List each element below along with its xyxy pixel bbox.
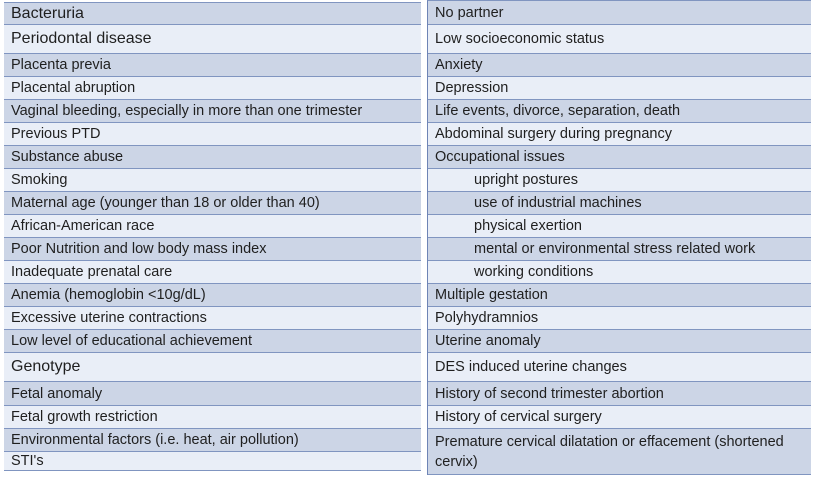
risk-factor-label: DES induced uterine changes <box>435 359 627 375</box>
table-row: Multiple gestation <box>428 284 811 307</box>
risk-factor-label: Anemia (hemoglobin <10g/dL) <box>11 287 206 303</box>
risk-factor-label: Multiple gestation <box>435 287 548 303</box>
table-row: Uterine anomaly <box>428 330 811 353</box>
table-row: Vaginal bleeding, especially in more tha… <box>4 100 421 123</box>
table-row: Low socioeconomic status <box>428 25 811 54</box>
risk-factor-label: Premature cervical dilatation or effacem… <box>435 433 784 470</box>
table-row: Abdominal surgery during pregnancy <box>428 123 811 146</box>
risk-factor-label: Genotype <box>11 358 81 375</box>
risk-factor-label: No partner <box>435 4 504 21</box>
table-row: Polyhydramnios <box>428 307 811 330</box>
risk-factor-label: Fetal growth restriction <box>11 409 158 425</box>
table-row: Inadequate prenatal care <box>4 261 421 284</box>
table-row: Poor Nutrition and low body mass index <box>4 238 421 261</box>
risk-factor-label: STI's <box>11 453 44 469</box>
risk-factor-label: Life events, divorce, separation, death <box>435 103 681 119</box>
risk-factor-label: Depression <box>435 80 509 96</box>
table-row: Depression <box>428 77 811 100</box>
risk-factor-label: Bacteruria <box>11 4 84 22</box>
table-row: Fetal anomaly <box>4 382 421 406</box>
risk-factor-label: Occupational issues <box>435 149 565 165</box>
table-row: Previous PTD <box>4 123 421 146</box>
table-row: Environmental factors (i.e. heat, air po… <box>4 429 421 452</box>
risk-factor-label: Maternal age (younger than 18 or older t… <box>11 195 320 211</box>
table-row: Excessive uterine contractions <box>4 307 421 330</box>
risk-factor-label: Smoking <box>11 172 68 188</box>
table-row: Placental abruption <box>4 77 421 100</box>
risk-factor-label: Placental abruption <box>11 80 136 96</box>
table-row: History of cervical surgery <box>428 406 811 429</box>
table-row-sub-item: upright postures <box>428 169 811 192</box>
risk-factor-label: Low socioeconomic status <box>435 31 605 47</box>
table-row: Anxiety <box>428 54 811 77</box>
table-row: Smoking <box>4 169 421 192</box>
table-row: Maternal age (younger than 18 or older t… <box>4 192 421 215</box>
risk-factor-label: upright postures <box>474 172 578 188</box>
risk-factor-label: Fetal anomaly <box>11 385 103 402</box>
risk-factor-label: Environmental factors (i.e. heat, air po… <box>11 432 299 448</box>
table-row: Low level of educational achievement <box>4 330 421 353</box>
risk-factor-label: Abdominal surgery during pregnancy <box>435 126 672 142</box>
risk-factor-label: Inadequate prenatal care <box>11 264 173 280</box>
table-row: No partner <box>428 1 811 25</box>
risk-factor-label: Periodontal disease <box>11 30 152 47</box>
table-row-sub-item: working conditions <box>428 261 811 284</box>
table-row: STI's <box>4 452 421 471</box>
risk-factor-label: Polyhydramnios <box>435 310 539 326</box>
table-row: Placenta previa <box>4 54 421 77</box>
risk-factor-label: Excessive uterine contractions <box>11 310 207 326</box>
table-row-sub-item: physical exertion <box>428 215 811 238</box>
risk-factor-label: physical exertion <box>474 218 582 234</box>
table-row: Occupational issues <box>428 146 811 169</box>
risk-factor-label: Placenta previa <box>11 57 111 73</box>
risk-factor-label: Low level of educational achievement <box>11 333 253 349</box>
risk-factor-label: Vaginal bleeding, especially in more tha… <box>11 103 363 119</box>
risk-factor-label: History of second trimester abortion <box>435 385 664 402</box>
risk-factor-label: Anxiety <box>435 57 483 73</box>
risk-factor-label: African-American race <box>11 218 155 234</box>
risk-factor-tables: Bacteruria Periodontal disease Placenta … <box>4 0 811 475</box>
table-row: African-American race <box>4 215 421 238</box>
risk-factor-label: use of industrial machines <box>474 195 642 211</box>
risk-factor-label: History of cervical surgery <box>435 409 602 425</box>
table-row: Bacteruria <box>4 3 421 25</box>
table-row: Substance abuse <box>4 146 421 169</box>
risk-factor-label: mental or environmental stress related w… <box>474 241 756 257</box>
risk-factor-label: Substance abuse <box>11 149 124 165</box>
table-row: DES induced uterine changes <box>428 353 811 382</box>
risk-factor-label: Poor Nutrition and low body mass index <box>11 241 267 257</box>
risk-factor-label: Uterine anomaly <box>435 333 541 349</box>
left-risk-factor-table: Bacteruria Periodontal disease Placenta … <box>4 2 421 475</box>
risk-factor-label: working conditions <box>474 264 594 280</box>
table-row: History of second trimester abortion <box>428 382 811 406</box>
table-row: Premature cervical dilatation or effacem… <box>428 429 811 475</box>
risk-factor-label: Previous PTD <box>11 126 101 142</box>
right-risk-factor-table: No partner Low socioeconomic status Anxi… <box>427 0 811 475</box>
table-row: Genotype <box>4 353 421 382</box>
table-row: Anemia (hemoglobin <10g/dL) <box>4 284 421 307</box>
table-row: Life events, divorce, separation, death <box>428 100 811 123</box>
table-row-sub-item: use of industrial machines <box>428 192 811 215</box>
table-row: Fetal growth restriction <box>4 406 421 429</box>
table-row-sub-item: mental or environmental stress related w… <box>428 238 811 261</box>
table-row: Periodontal disease <box>4 25 421 54</box>
